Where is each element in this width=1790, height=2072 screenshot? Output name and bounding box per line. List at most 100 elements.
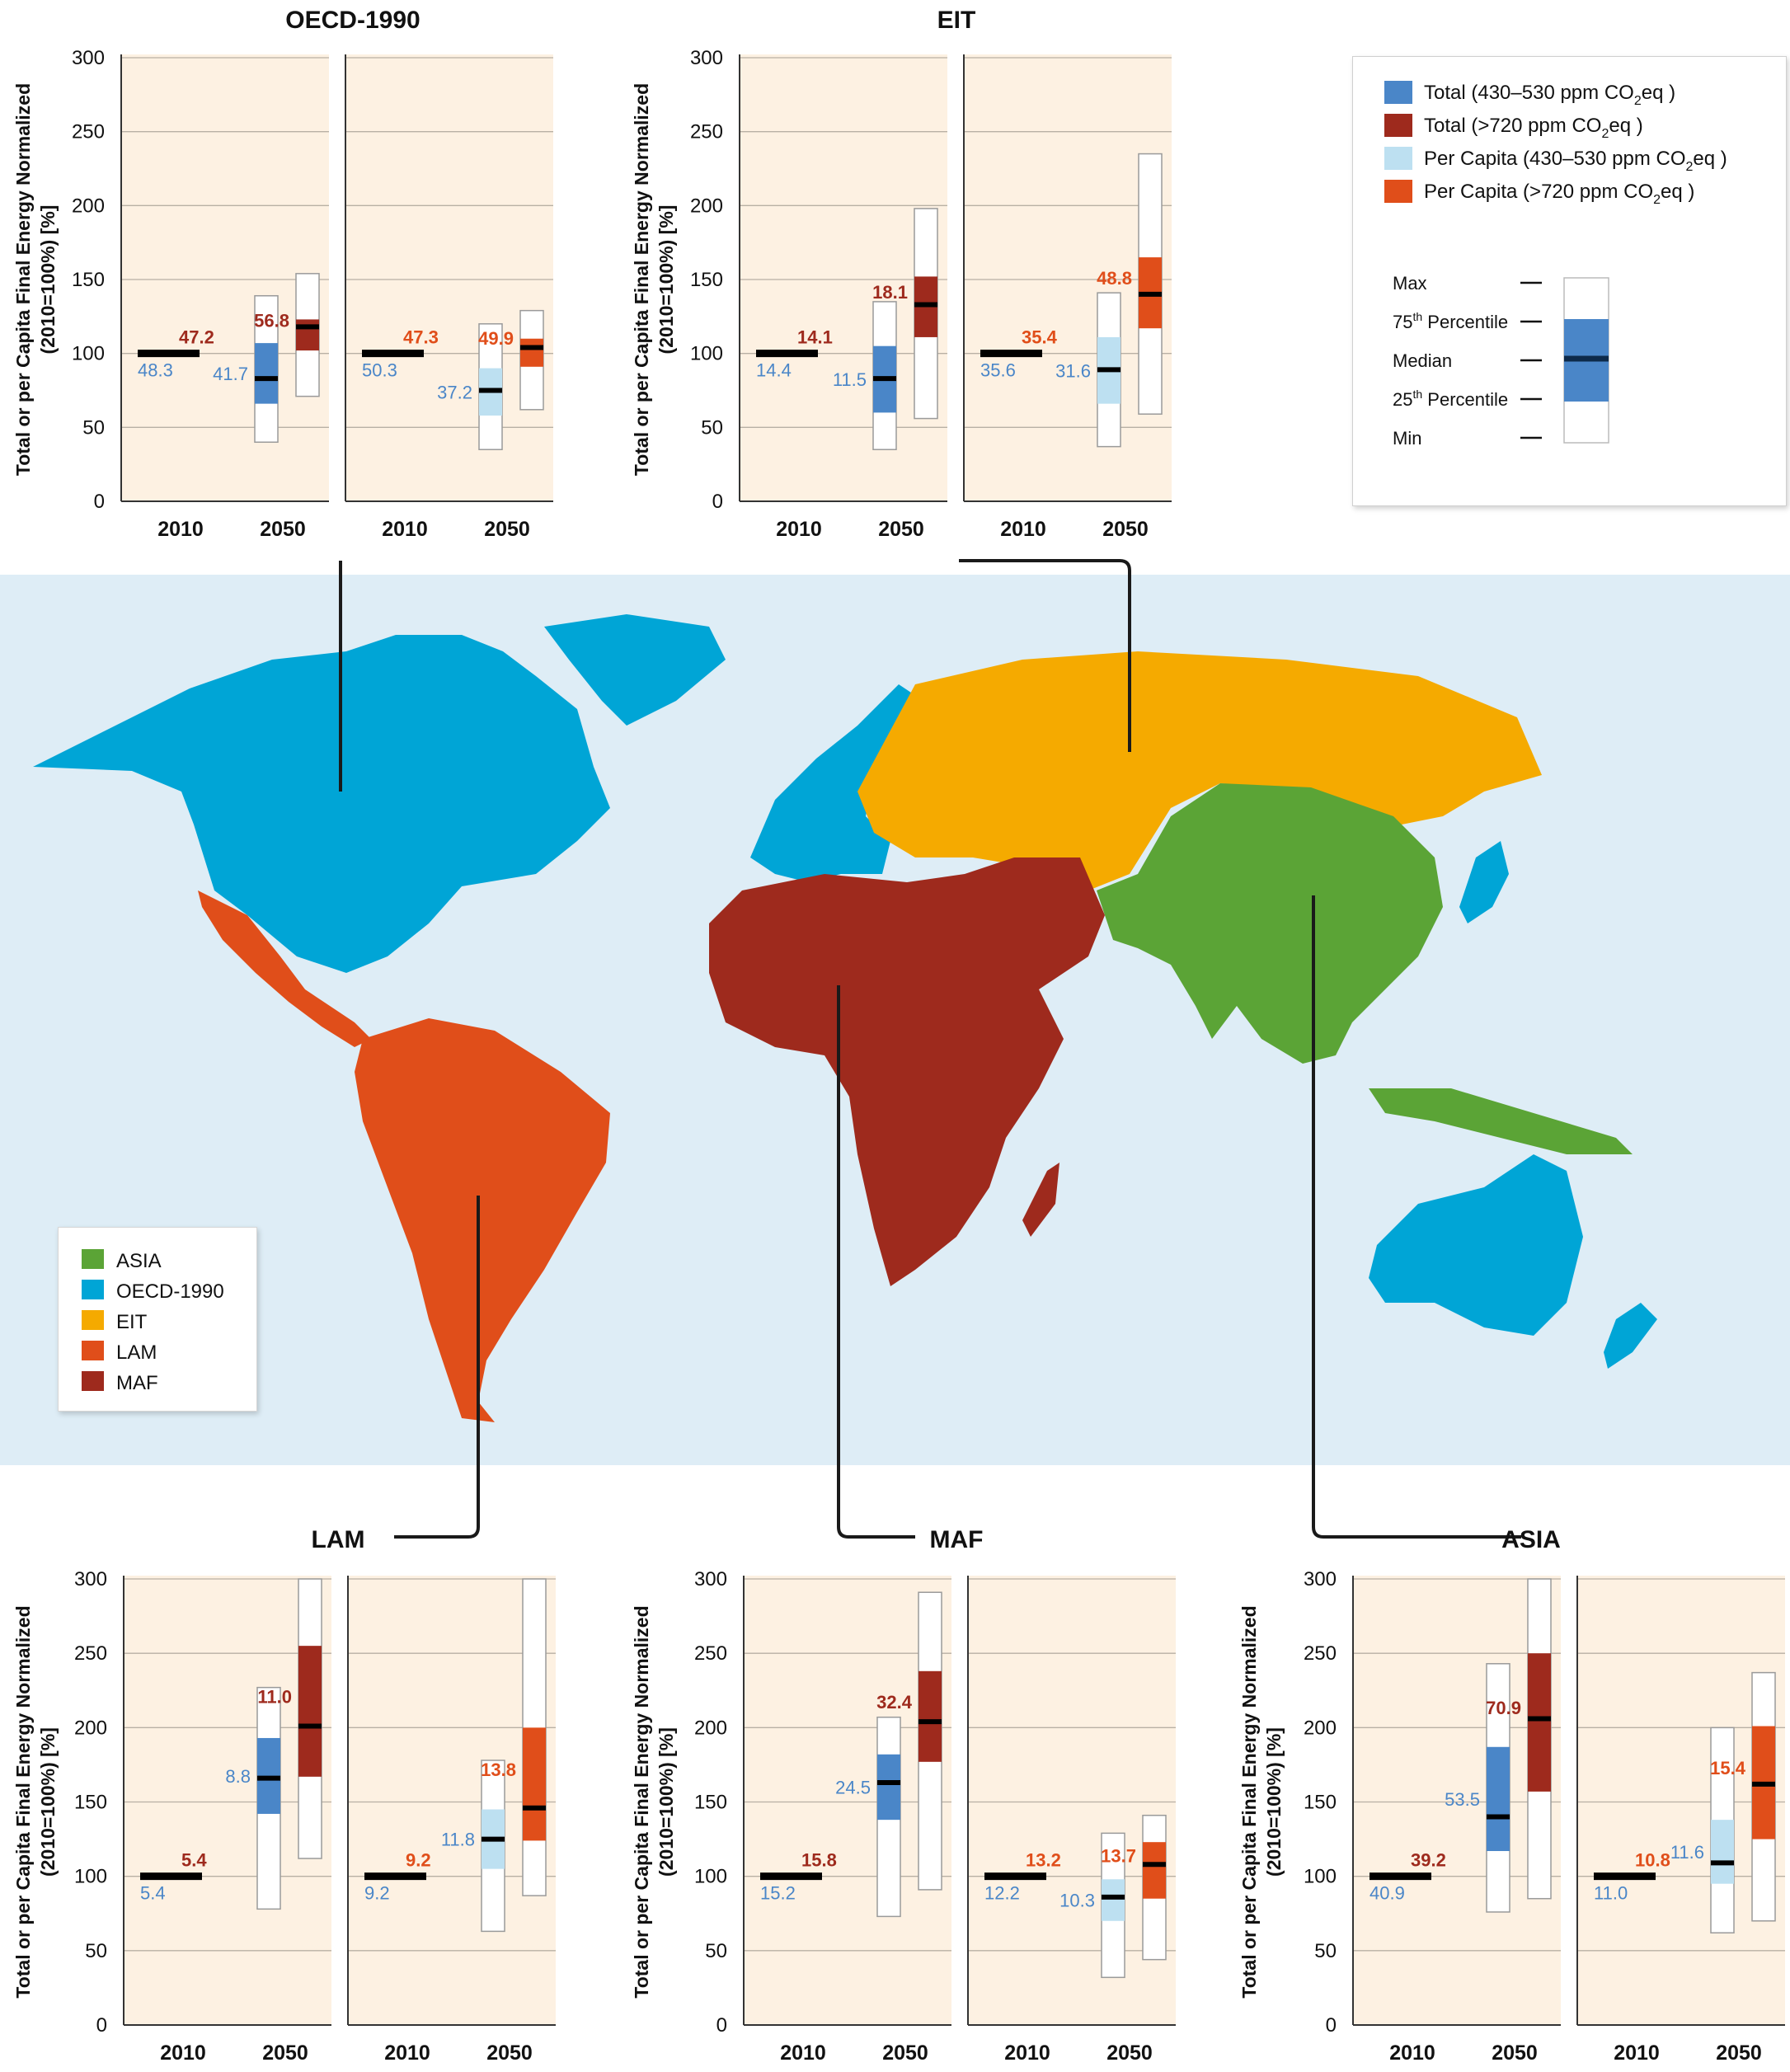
region-eit [857, 651, 1542, 890]
box-interquartile [1102, 1879, 1125, 1921]
y-tick-label: 50 [1314, 1940, 1337, 1962]
box-430-530: 8.8 [225, 1686, 281, 1910]
x-tick-label: 2050 [882, 2041, 928, 2065]
box-720: 48.8 [1097, 153, 1163, 415]
box-value-label: 56.8 [254, 310, 289, 331]
panel-total: 47.2 48.3 41.7 56.8 2010 2050 [120, 54, 329, 541]
box-value-label: 18.1 [872, 282, 908, 303]
y-tick-label: 0 [1326, 2014, 1337, 2037]
baseline-label-high: 47.3 [403, 327, 439, 348]
box-value-label: 41.7 [213, 364, 248, 384]
box-interquartile [298, 1646, 322, 1777]
x-tick-label: 2050 [878, 518, 924, 541]
baseline-label-low: 5.4 [140, 1883, 166, 1904]
x-tick-label: 2050 [262, 2041, 308, 2065]
y-tick-label: 100 [74, 1866, 107, 1888]
legend-label: Total (430–530 ppm CO2eq ) [1424, 82, 1675, 108]
box-720: 49.9 [478, 309, 544, 411]
y-axis-label: Total or per Capita Final Energy Normali… [1238, 1605, 1285, 1998]
panel-background [740, 54, 947, 501]
y-tick-label: 150 [690, 269, 723, 291]
x-tick-label: 2050 [1102, 518, 1149, 541]
panel-per-capita: 13.2 12.2 10.3 13.7 2010 2050 [967, 1576, 1176, 2065]
y-tick-label: 200 [1304, 1717, 1337, 1739]
baseline-label-high: 13.2 [1026, 1850, 1061, 1871]
chart-oecd-1990: OECD-1990 Total or per Capita Final Energ… [12, 7, 553, 541]
y-tick-label: 0 [94, 491, 105, 513]
baseline-label-low: 12.2 [984, 1883, 1020, 1904]
x-tick-label: 2010 [160, 2041, 206, 2065]
box-value-label: 37.2 [437, 382, 472, 402]
baseline-label-high: 39.2 [1411, 1850, 1446, 1871]
baseline-label-low: 9.2 [364, 1883, 390, 1904]
x-tick-label: 2010 [780, 2041, 826, 2065]
box-720: 56.8 [254, 273, 320, 397]
panel-total: 15.815.2 24.5 32.4 2010 2050 [743, 1576, 951, 2065]
x-tick-label: 2050 [1716, 2041, 1762, 2065]
y-tick-label: 0 [712, 491, 723, 513]
y-tick-label: 150 [72, 269, 105, 291]
x-tick-label: 2050 [486, 2041, 533, 2065]
x-tick-label: 2010 [1000, 518, 1046, 541]
y-axis-label: Total or per Capita Final Energy Normali… [12, 83, 59, 476]
y-tick-label: 250 [690, 121, 723, 143]
chart-title: ASIA [1501, 1526, 1561, 1553]
x-tick-label: 2010 [776, 518, 822, 541]
y-tick-label: 300 [1304, 1568, 1337, 1590]
box-value-label: 24.5 [835, 1777, 871, 1797]
box-interquartile [520, 338, 543, 367]
y-tick-label: 300 [694, 1568, 727, 1590]
baseline-label-low: 15.2 [760, 1883, 796, 1904]
box-value-label: 13.8 [481, 1760, 516, 1780]
box-interquartile [918, 1670, 942, 1762]
panel-per-capita: 47.3 50.3 37.2 49.9 2010 2050 [345, 54, 553, 541]
map-legend-label: EIT [116, 1311, 148, 1333]
y-tick-label: 200 [74, 1717, 107, 1739]
y-tick-label: 250 [72, 121, 105, 143]
box-interquartile [296, 319, 319, 351]
boxplot-key-label: 25th Percentile [1393, 388, 1508, 410]
y-tick-label: 250 [694, 1642, 727, 1665]
panel-background [1353, 1576, 1561, 2025]
boxplot-key-label: Median [1393, 350, 1452, 371]
chart-title: OECD-1990 [285, 7, 420, 34]
panel-background [124, 1576, 331, 2025]
box-430-530: 11.5 [833, 301, 897, 450]
y-tick-label: 50 [82, 416, 105, 439]
panel-background [345, 54, 553, 501]
legend-swatch [1384, 81, 1412, 104]
baseline-label-high: 14.1 [797, 327, 833, 348]
y-axis-label: Total or per Capita Final Energy Normali… [631, 83, 677, 476]
legend-swatch [1384, 147, 1412, 170]
panel-background [121, 54, 329, 501]
chart-lam: LAM Total or per Capita Final Energy Norm… [12, 1526, 556, 2065]
region-south-america [355, 1018, 610, 1422]
box-interquartile [255, 343, 278, 404]
y-axis-label: Total or per Capita Final Energy Normali… [631, 1605, 677, 1998]
baseline-label-high: 35.4 [1022, 327, 1058, 348]
panel-background [964, 54, 1172, 501]
y-tick-label: 150 [74, 1792, 107, 1814]
x-tick-label: 2010 [1004, 2041, 1050, 2065]
boxplot-key-label: Min [1393, 428, 1421, 449]
box-430-530: 11.8 [441, 1760, 505, 1933]
map-legend-items: ASIA OECD-1990 EIT LAM MAF [82, 1249, 224, 1394]
y-tick-label: 250 [74, 1642, 107, 1665]
y-tick-label: 0 [716, 2014, 727, 2037]
map-legend-swatch [82, 1310, 104, 1330]
map-legend-label: ASIA [116, 1250, 162, 1272]
y-tick-label: 100 [1304, 1866, 1337, 1888]
box-value-label: 10.3 [1059, 1891, 1095, 1911]
y-tick-label: 300 [72, 47, 105, 69]
box-430-530: 10.3 [1059, 1832, 1125, 1979]
baseline-label-low: 48.3 [138, 360, 173, 381]
x-tick-label: 2050 [260, 518, 306, 541]
box-720: 11.0 [257, 1578, 322, 1859]
legend-label: Per Capita (>720 ppm CO2eq ) [1424, 181, 1694, 207]
y-tick-label: 200 [694, 1717, 727, 1739]
map-legend-swatch [82, 1280, 104, 1299]
box-value-label: 11.5 [833, 369, 867, 390]
legend-label: Total (>720 ppm CO2eq ) [1424, 115, 1643, 141]
